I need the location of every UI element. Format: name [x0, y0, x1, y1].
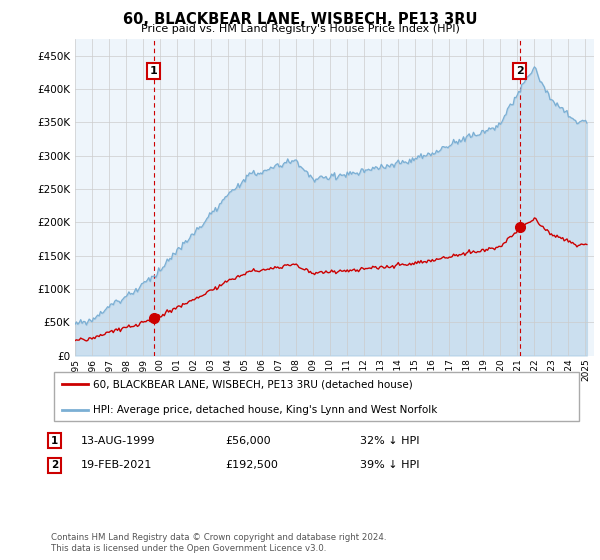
- Text: Contains HM Land Registry data © Crown copyright and database right 2024.
This d: Contains HM Land Registry data © Crown c…: [51, 533, 386, 553]
- Text: HPI: Average price, detached house, King's Lynn and West Norfolk: HPI: Average price, detached house, King…: [94, 405, 438, 416]
- Text: 32% ↓ HPI: 32% ↓ HPI: [360, 436, 419, 446]
- Text: 2: 2: [515, 66, 523, 76]
- Text: 2: 2: [51, 460, 58, 470]
- Text: 39% ↓ HPI: 39% ↓ HPI: [360, 460, 419, 470]
- Text: Price paid vs. HM Land Registry's House Price Index (HPI): Price paid vs. HM Land Registry's House …: [140, 24, 460, 34]
- Text: 60, BLACKBEAR LANE, WISBECH, PE13 3RU: 60, BLACKBEAR LANE, WISBECH, PE13 3RU: [123, 12, 477, 27]
- Text: 13-AUG-1999: 13-AUG-1999: [81, 436, 155, 446]
- Text: 19-FEB-2021: 19-FEB-2021: [81, 460, 152, 470]
- Text: 1: 1: [150, 66, 158, 76]
- Text: £56,000: £56,000: [225, 436, 271, 446]
- Text: £192,500: £192,500: [225, 460, 278, 470]
- Text: 1: 1: [51, 436, 58, 446]
- Text: 60, BLACKBEAR LANE, WISBECH, PE13 3RU (detached house): 60, BLACKBEAR LANE, WISBECH, PE13 3RU (d…: [94, 379, 413, 389]
